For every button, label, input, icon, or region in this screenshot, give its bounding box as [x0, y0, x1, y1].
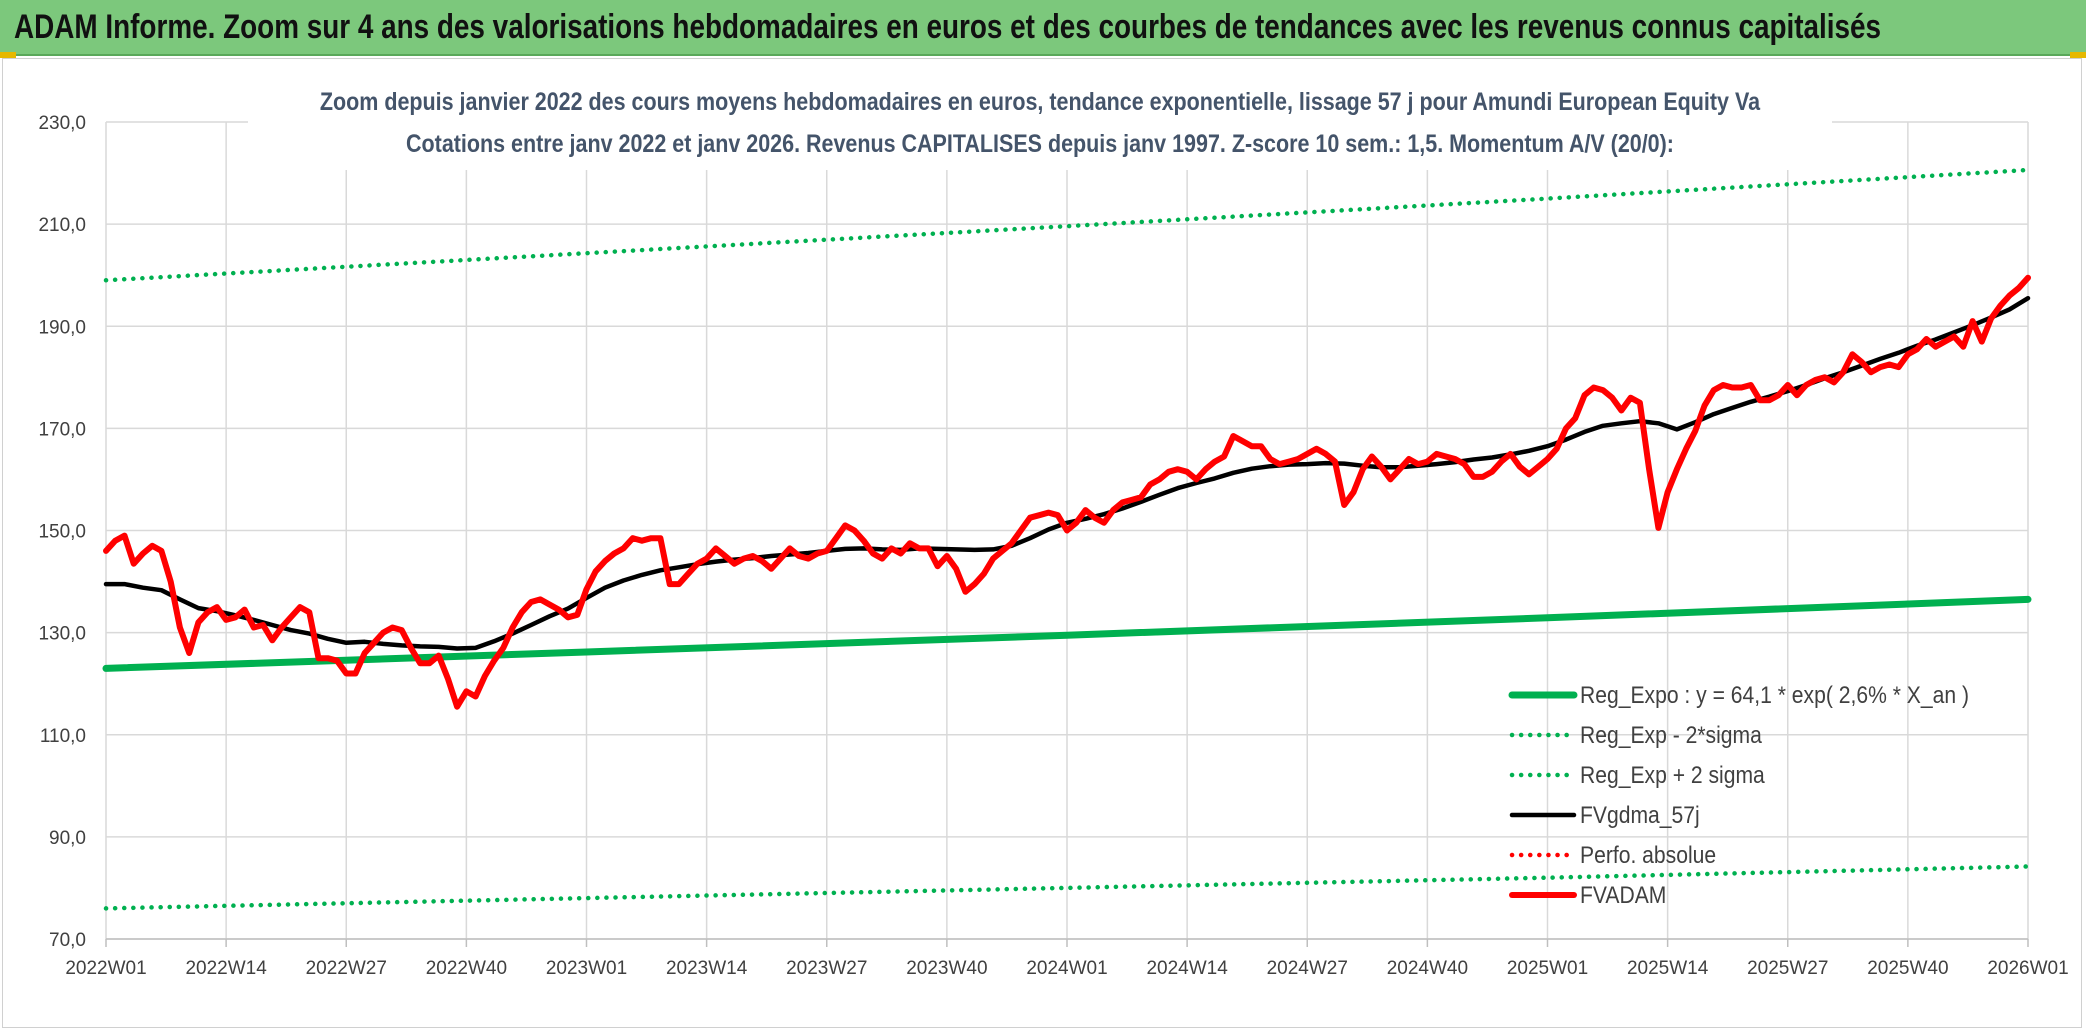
x-tick-label: 2022W27	[306, 958, 387, 979]
banner-corner-accent-left	[0, 52, 16, 58]
x-axis: 2022W01 2022W14 2022W27 2022W40 2023W01 2023W…	[65, 938, 2069, 979]
title-background	[248, 78, 1832, 170]
x-tick-label: 2024W14	[1146, 958, 1228, 979]
report-title: ADAM Informe. Zoom sur 4 ans des valoris…	[14, 8, 1882, 46]
x-tick-label: 2023W01	[546, 958, 627, 979]
series-line-fvgdma-57j	[103, 295, 2031, 651]
x-tick-label: 2025W27	[1747, 958, 1828, 979]
y-tick-label: 130,0	[38, 624, 86, 645]
x-tick-label: 2025W40	[1867, 958, 1948, 979]
x-tick-label: 2023W27	[786, 958, 867, 979]
legend-label-perfo-absolue: Perfo. absolue	[1580, 842, 1716, 869]
x-tick-label: 2024W27	[1267, 958, 1348, 979]
x-tick-label: 2025W01	[1507, 958, 1588, 979]
y-tick-label: 110,0	[40, 726, 86, 747]
x-tick-label: 2023W14	[666, 958, 748, 979]
y-tick-label: 90,0	[49, 828, 86, 849]
legend-label-reg-exp-2-sigma: Reg_Exp - 2*sigma	[1580, 722, 1762, 749]
legend-label-reg-exp-2-sigma: Reg_Exp + 2 sigma	[1580, 762, 1765, 789]
y-tick-label: 70,0	[49, 930, 86, 951]
report-banner: ADAM Informe. Zoom sur 4 ans des valoris…	[0, 0, 2086, 56]
y-tick-label: 230,0	[38, 113, 86, 134]
chart-legend: Reg_Expo : y = 64,1 * exp( 2,6% * X_an )…	[1508, 682, 1969, 909]
x-tick-label: 2024W01	[1026, 958, 1107, 979]
y-axis: 70,0 90,0 110,0 130,0 150,0 170,0 190,0 210,0 23…	[38, 113, 86, 951]
chart-series	[102, 167, 2032, 911]
x-tick-label: 2024W40	[1387, 958, 1468, 979]
x-tick-label: 2022W14	[185, 958, 267, 979]
legend-label-fvadam: FVADAM	[1580, 882, 1666, 909]
x-tick-label: 2025W14	[1627, 958, 1709, 979]
chart-subtitle: Cotations entre janv 2022 et janv 2026. …	[406, 129, 1674, 157]
legend-label-fvgdma-57j: FVgdma_57j	[1580, 802, 1700, 829]
chart-grid	[105, 121, 2029, 940]
y-tick-label: 170,0	[38, 419, 86, 440]
legend-label-reg-expo-y-64-1-exp-2-6-x-an: Reg_Expo : y = 64,1 * exp( 2,6% * X_an )	[1580, 682, 1969, 709]
chart-title-block: Zoom depuis janvier 2022 des cours moyen…	[248, 78, 1832, 170]
series-line-reg-exp-2-sigma	[103, 167, 2031, 283]
series-line-reg-exp-2-sigma	[103, 864, 2031, 911]
series-line-reg-expo-y-64-1-exp-2-6-x-an	[102, 595, 2032, 672]
y-tick-label: 150,0	[38, 522, 86, 543]
x-tick-label: 2022W01	[65, 958, 146, 979]
y-tick-label: 190,0	[38, 317, 86, 338]
banner-corner-accent-right	[2070, 52, 2086, 58]
x-tick-label: 2026W01	[1987, 958, 2068, 979]
chart-title: Zoom depuis janvier 2022 des cours moyen…	[320, 87, 1761, 115]
y-tick-label: 210,0	[38, 215, 86, 236]
series-line-fvadam	[103, 274, 2031, 710]
x-tick-label: 2023W40	[906, 958, 987, 979]
chart-frame	[2, 58, 2082, 1028]
x-tick-label: 2022W40	[426, 958, 507, 979]
